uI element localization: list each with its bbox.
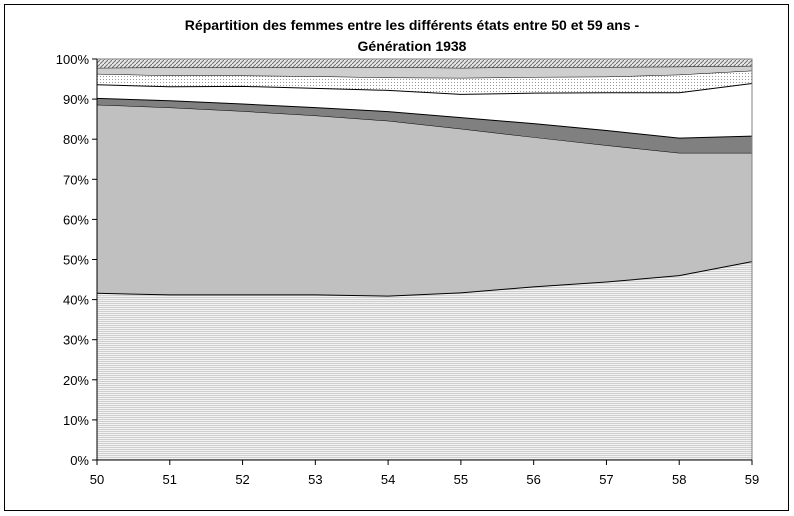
x-tick-label: 53 [308, 472, 322, 487]
x-tick-label: 54 [381, 472, 395, 487]
y-tick-label: 100% [56, 52, 90, 67]
area-series-7 [97, 59, 752, 68]
area-series-group [96, 58, 753, 460]
y-tick-label: 80% [63, 132, 89, 147]
area-series-1 [97, 261, 752, 460]
y-axis-tick-labels: 0% 10% 20% 30% 40% 50% 60% 70% 80% 90% 100% [56, 52, 90, 468]
y-tick-label: 90% [63, 92, 89, 107]
area-series-2 [97, 104, 752, 296]
y-tick-label: 0% [70, 453, 89, 468]
x-tick-label: 56 [526, 472, 540, 487]
y-tick-label: 70% [63, 172, 89, 187]
x-tick-label: 58 [672, 472, 686, 487]
x-tick-label: 50 [90, 472, 104, 487]
axes-group [92, 58, 753, 465]
chart-title-line-2: Génération 1938 [358, 38, 467, 54]
x-tick-label: 51 [163, 472, 177, 487]
y-tick-label: 40% [63, 293, 89, 308]
y-tick-label: 20% [63, 373, 89, 388]
x-tick-label: 52 [235, 472, 249, 487]
y-tick-label: 30% [63, 333, 89, 348]
x-tick-label: 55 [454, 472, 468, 487]
chart-frame [4, 4, 789, 511]
y-tick-label: 10% [63, 413, 89, 428]
x-tick-label: 57 [599, 472, 613, 487]
area-series-6 [97, 65, 752, 78]
chart-title-line-1: Répartition des femmes entre les différe… [185, 17, 640, 33]
y-tick-label: 60% [63, 212, 89, 227]
area-series-3 [97, 97, 752, 153]
y-tick-label: 50% [63, 253, 89, 268]
area-series-5 [97, 70, 752, 94]
area-series-4 [97, 83, 752, 138]
x-axis-tick-labels: 50 51 52 53 54 55 56 57 58 59 [90, 472, 759, 487]
x-tick-label: 59 [745, 472, 759, 487]
